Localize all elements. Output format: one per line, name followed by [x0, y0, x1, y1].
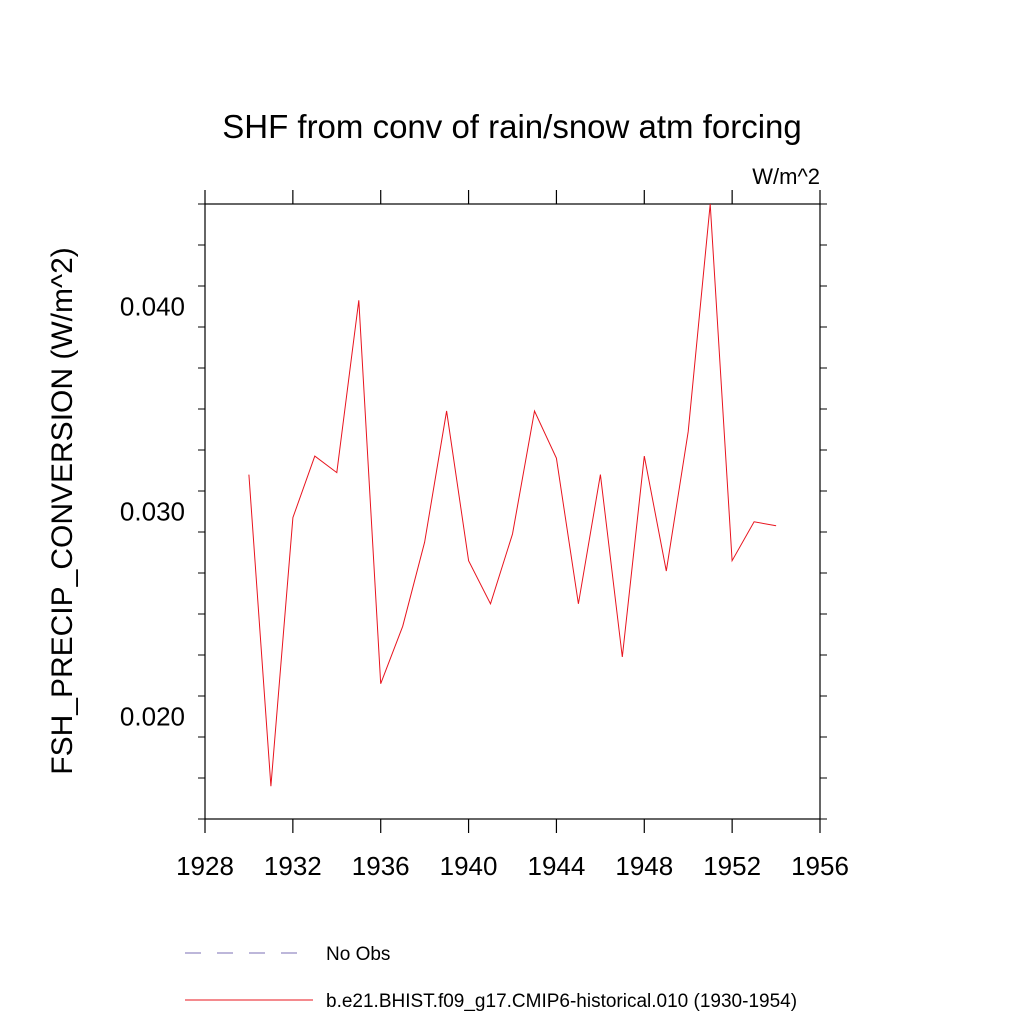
- x-tick-label: 1936: [352, 851, 410, 881]
- x-tick-label: 1940: [440, 851, 498, 881]
- y-tick-label: 0.020: [120, 702, 185, 732]
- plot-area: [204, 203, 821, 820]
- y-axis-ticks: 0.020 0.030 0.040: [120, 203, 827, 820]
- series-layer: [248, 203, 777, 787]
- x-tick-label: 1948: [615, 851, 673, 881]
- series-line-1: [248, 203, 777, 787]
- y-tick-label: 0.040: [120, 292, 185, 322]
- x-tick-label: 1956: [791, 851, 849, 881]
- y-tick-label: 0.030: [120, 497, 185, 527]
- x-tick-label: 1944: [528, 851, 586, 881]
- legend-label: No Obs: [326, 944, 390, 965]
- x-tick-label: 1932: [264, 851, 322, 881]
- units-label: W/m^2: [752, 164, 820, 189]
- x-axis-ticks: 1928 1932 1936 1940 1944 1948 1952 1956: [176, 190, 849, 881]
- chart-title: SHF from conv of rain/snow atm forcing: [222, 108, 802, 145]
- x-tick-label: 1952: [703, 851, 761, 881]
- legend-label: b.e21.BHIST.f09_g17.CMIP6-historical.010…: [326, 991, 797, 1012]
- legend: No Obs b.e21.BHIST.f09_g17.CMIP6-historic…: [185, 944, 797, 1012]
- y-axis-label: FSH_PRECIP_CONVERSION (W/m^2): [46, 247, 79, 774]
- x-tick-label: 1928: [176, 851, 234, 881]
- plot-frame: [204, 203, 821, 820]
